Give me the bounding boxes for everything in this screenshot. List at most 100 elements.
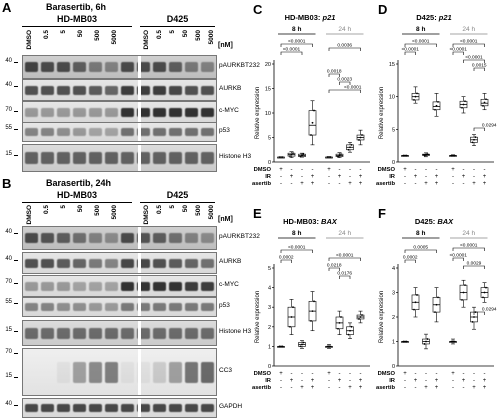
treatment-sign: - [328, 181, 330, 187]
blot-band [104, 152, 118, 164]
blot-band [201, 281, 215, 291]
panel-a-unit: [nM] [218, 42, 233, 49]
data-point [328, 345, 330, 348]
blot-strip [22, 320, 217, 346]
lane-label: 0.5 [43, 30, 50, 40]
data-point [416, 92, 418, 95]
data-point [483, 101, 486, 104]
significance-bracket [339, 275, 351, 279]
time-label-24h: 24 h [338, 26, 351, 33]
data-point [361, 134, 363, 136]
data-point [425, 340, 427, 343]
data-point [462, 291, 465, 294]
treatment-sign: - [349, 167, 351, 173]
data-point [301, 343, 303, 346]
data-point [473, 138, 475, 141]
treatment-sign: - [339, 167, 341, 173]
significance-bracket [328, 73, 340, 77]
treatment-sign: - [452, 181, 454, 187]
chart-title: D425: p21 [416, 13, 451, 22]
treatment-sign: - [339, 371, 341, 377]
p-value: <0.0001 [460, 39, 478, 45]
blot-band [72, 128, 86, 137]
data-point [423, 343, 426, 345]
blot-band [40, 281, 54, 291]
blot-band [153, 233, 167, 244]
mw-label: 40 [5, 401, 12, 407]
blot-gap [138, 253, 141, 273]
blot-gap [138, 56, 141, 78]
data-point [434, 311, 436, 313]
blot-band [72, 62, 86, 73]
treatment-sign: + [338, 174, 342, 180]
chart-title-main: D425: [415, 217, 438, 226]
data-point [349, 329, 351, 332]
significance-bracket [404, 249, 437, 253]
chart-e: HD-MB03: BAX 8 h 24 h 0 1 2 3 4 5 Relative expres… [252, 217, 370, 391]
blot-band [201, 152, 215, 164]
treatment-sign: - [404, 378, 406, 384]
treatment-sign: - [473, 167, 475, 173]
treatment-sign: - [404, 174, 406, 180]
treatment-sign: + [290, 174, 294, 180]
blot-strip [22, 226, 217, 250]
p-value: <0.0001 [288, 245, 306, 251]
lane-label: 0.5 [156, 205, 163, 215]
blot-strip [22, 55, 217, 79]
blot-band [201, 128, 215, 137]
treatment-sign: - [463, 167, 465, 173]
y-tick-label: 15 [265, 87, 271, 93]
data-point [310, 320, 312, 322]
data-point [311, 310, 314, 313]
data-point [450, 154, 453, 157]
lane-label: DMSO [26, 205, 33, 225]
mw-label: 40 [5, 82, 12, 88]
data-point [347, 148, 350, 151]
y-tick-label: 5 [268, 266, 271, 272]
data-point [359, 316, 362, 318]
treatment-sign: - [301, 378, 303, 384]
data-point [328, 156, 330, 159]
treatment-sign: - [291, 371, 293, 377]
blot-band [56, 62, 70, 73]
blot-band [104, 361, 118, 383]
treatment-sign: - [484, 371, 486, 377]
blot-band [24, 107, 38, 117]
data-point [437, 100, 439, 103]
mw-tick [14, 129, 18, 130]
significance-bracket [280, 249, 313, 253]
treatment-sign: + [483, 174, 487, 180]
treatment-sign: - [291, 167, 293, 173]
lane-label: 0.5 [156, 30, 163, 40]
blot-band [201, 107, 215, 117]
data-point [290, 153, 293, 156]
mw-label: 55 [5, 299, 12, 305]
blot-strip [22, 297, 217, 317]
data-point [301, 154, 303, 157]
treatment-sign: + [451, 371, 455, 377]
blot-band [185, 404, 199, 413]
data-point [302, 153, 305, 156]
data-point [461, 106, 463, 109]
blot-band [104, 404, 118, 413]
data-point [338, 154, 341, 157]
blot-band [201, 404, 215, 413]
p-value: 0.0002 [403, 255, 418, 261]
treatment-label: IR [389, 378, 396, 384]
blot-band [121, 303, 135, 312]
chart-title-main: HD-MB03: [285, 13, 323, 22]
treatment-sign: + [472, 181, 476, 187]
mw-label: 40 [5, 229, 12, 235]
blot-band [169, 233, 183, 244]
blot-gap [138, 123, 141, 141]
lane-label: 500 [195, 30, 202, 41]
y-tick-label: 0 [268, 364, 271, 370]
mw-tick [14, 377, 18, 378]
treatment-sign: - [415, 167, 417, 173]
treatment-sign: + [424, 181, 428, 187]
blot-band [137, 258, 151, 268]
data-point [340, 316, 342, 318]
treatment-sign: - [301, 174, 303, 180]
data-point [437, 296, 439, 299]
treatment-sign: + [311, 174, 315, 180]
